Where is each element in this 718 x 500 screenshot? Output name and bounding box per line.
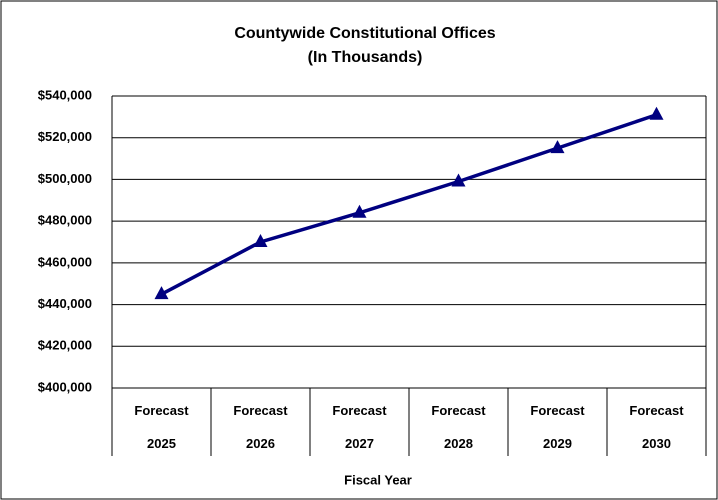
data-marker <box>253 234 268 247</box>
x-tick-label: Forecast 2027 <box>332 403 387 451</box>
x-tick-label: Forecast 2029 <box>530 403 585 451</box>
data-marker <box>451 173 466 187</box>
y-tick-label: $460,000 <box>38 254 92 269</box>
y-tick-label: $420,000 <box>38 338 92 353</box>
x-tick-label: Forecast 2026 <box>233 403 288 451</box>
x-tick-label: Forecast 2030 <box>629 403 684 451</box>
x-tick-label: Forecast 2025 <box>134 403 189 451</box>
data-marker <box>352 204 367 218</box>
data-line <box>160 113 658 296</box>
y-tick-label: $540,000 <box>38 87 92 102</box>
x-axis-label: Fiscal Year <box>344 472 412 487</box>
y-tick-label: $400,000 <box>38 379 92 394</box>
data-marker <box>550 140 565 154</box>
chart-subtitle: (In Thousands) <box>308 49 423 66</box>
data-marker <box>154 286 169 300</box>
data-marker <box>649 106 664 120</box>
chart-title: Countywide Constitutional Offices <box>234 25 495 42</box>
y-tick-label: $500,000 <box>38 171 92 186</box>
y-tick-label: $520,000 <box>38 129 92 144</box>
y-tick-label: $480,000 <box>38 213 92 228</box>
x-tick-label: Forecast 2028 <box>431 403 486 451</box>
y-tick-label: $440,000 <box>38 296 92 311</box>
